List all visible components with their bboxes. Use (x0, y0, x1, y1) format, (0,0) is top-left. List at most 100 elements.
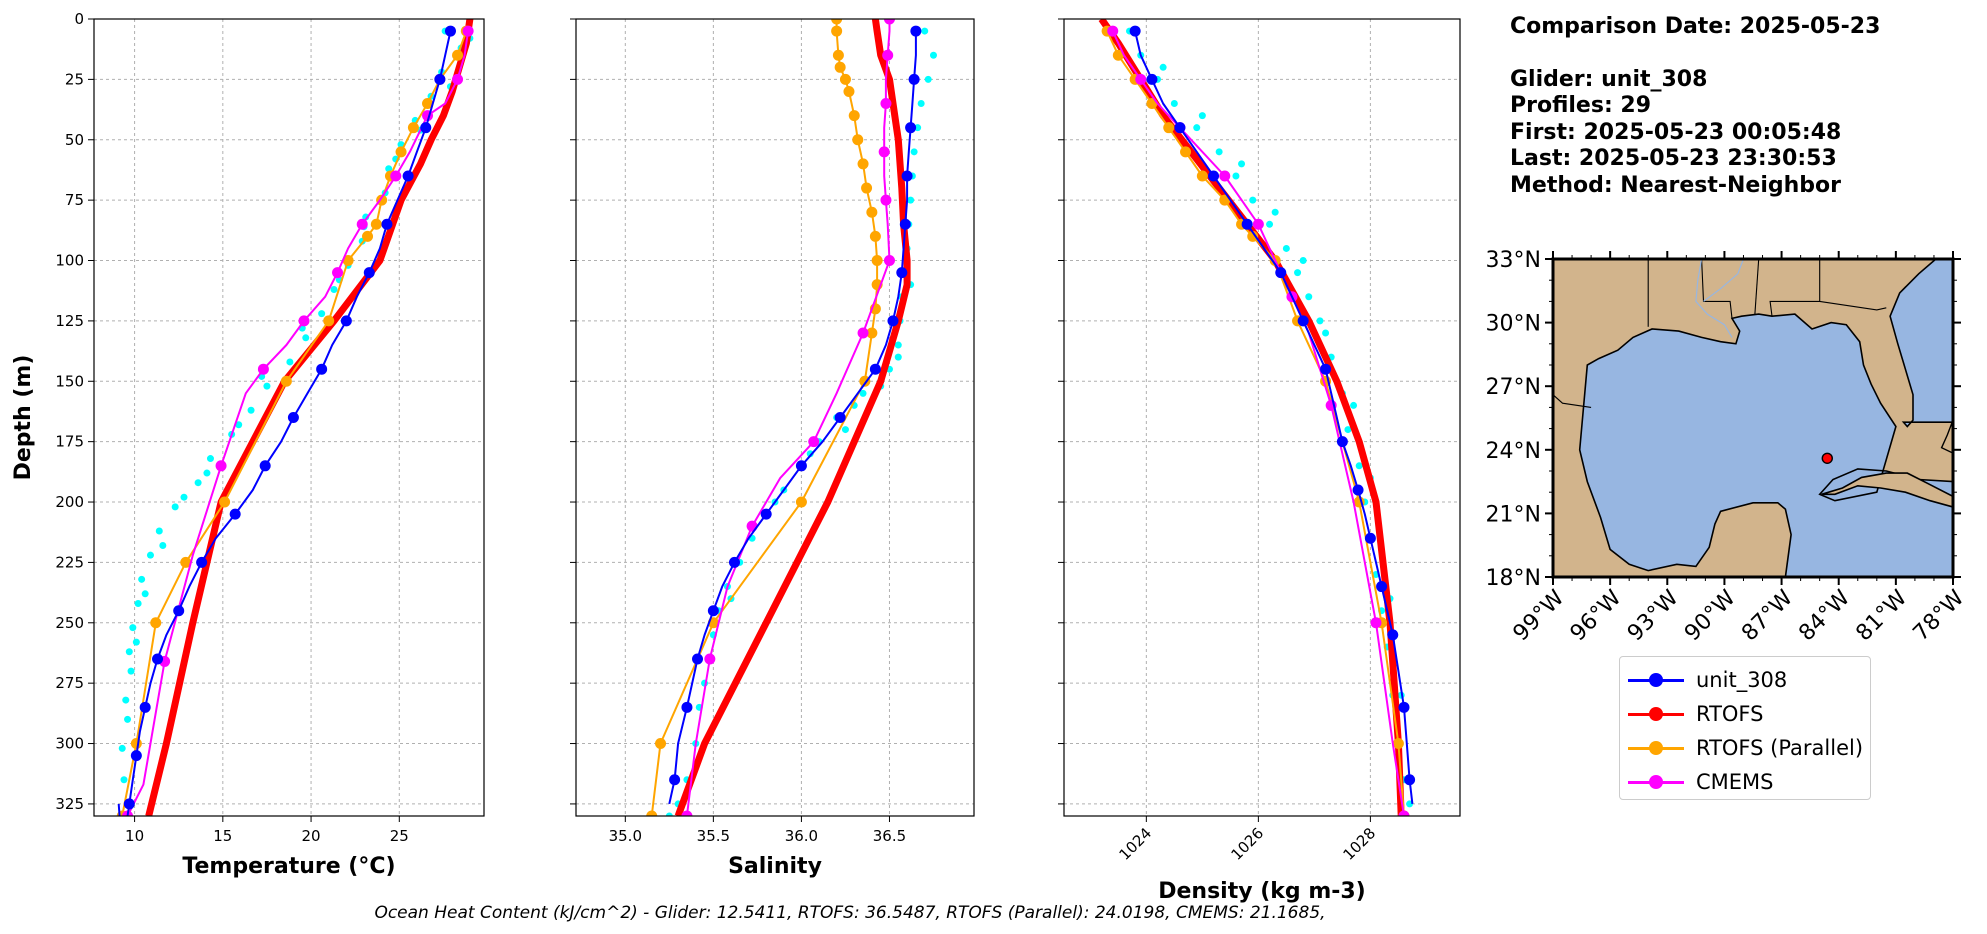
x-tick-label: 1024 (1115, 824, 1155, 864)
glider-name: Glider: unit_308 (1510, 66, 1708, 92)
lon-tick-label: 84°W (1794, 585, 1855, 646)
series-marker (808, 436, 820, 448)
series-marker (861, 182, 873, 194)
scatter-point (1159, 63, 1167, 71)
scatter-point (302, 334, 310, 342)
scatter-point (1193, 124, 1201, 132)
scatter-point (1322, 329, 1330, 337)
legend-item-rtofs: RTOFS (1628, 697, 1870, 731)
series-marker (899, 218, 911, 230)
series-marker (831, 19, 843, 25)
series-marker (905, 122, 917, 134)
lat-tick-label: 27°N (1486, 375, 1541, 400)
x-tick-label: 20 (302, 827, 321, 845)
series-marker (1376, 581, 1388, 593)
series-marker (646, 810, 658, 816)
scatter-point (141, 590, 149, 598)
ohc-footer: Ocean Heat Content (kJ/cm^2) - Glider: 1… (374, 903, 1326, 923)
series-marker (150, 617, 162, 629)
scatter-point (330, 285, 338, 293)
plot-area (646, 19, 937, 816)
series-line-unit-308 (1134, 30, 1414, 805)
y-tick-label: 325 (55, 795, 84, 813)
lat-tick-label: 33°N (1486, 248, 1541, 273)
series-marker (1247, 230, 1259, 242)
scatter-point (118, 744, 126, 752)
series-marker (880, 194, 892, 206)
series-marker (323, 315, 335, 327)
legend: unit_308 RTOFS RTOFS (Parallel) CMEMS (1619, 656, 1871, 800)
y-tick-label: 50 (65, 131, 84, 149)
atlantic-ocean (1889, 259, 1953, 428)
series-marker (298, 315, 310, 327)
series-marker (908, 73, 920, 85)
series-marker (1398, 810, 1410, 816)
bahamas-coast (1940, 419, 1953, 454)
series-marker (422, 98, 434, 110)
scatter-point (806, 450, 814, 458)
river-line (1695, 259, 1733, 338)
series-marker (316, 363, 328, 375)
series-marker (130, 738, 142, 750)
scatter-point (1350, 401, 1358, 409)
series-marker (871, 255, 883, 267)
series-marker (332, 267, 344, 279)
lon-tick-label: 93°W (1623, 585, 1684, 646)
comparison-date: Comparison Date: 2025-05-23 (1510, 14, 1881, 39)
legend-swatch-unit-308 (1628, 670, 1684, 690)
scatter-point (1170, 100, 1178, 108)
scatter-point (138, 575, 146, 583)
series-marker (1241, 218, 1253, 230)
scatter-point (122, 696, 130, 704)
series-marker (257, 363, 269, 375)
state-border (1701, 259, 1733, 319)
scatter-point (929, 51, 937, 59)
series-marker (381, 218, 393, 230)
y-tick-label: 275 (55, 674, 84, 692)
lon-tick-label: 90°W (1680, 585, 1741, 646)
series-marker (173, 605, 185, 617)
scatter-point (155, 527, 163, 535)
series-marker (795, 496, 807, 508)
series-marker (363, 267, 375, 279)
scatter-point (318, 310, 326, 318)
profile-count: Profiles: 29 (1510, 93, 1652, 118)
scatter-point (907, 196, 915, 204)
temperature-panel: 0 25 50 75 100 125 150 175 200 225 250 275 300 325 10 1… (11, 10, 485, 879)
x-tick-label: 1026 (1227, 824, 1267, 864)
x-axis-label: Density (kg m-3) (1158, 879, 1366, 904)
series-marker (280, 375, 292, 387)
series-marker (852, 134, 864, 146)
series-marker (1112, 49, 1124, 61)
axes-frame (575, 18, 975, 817)
series-marker (869, 363, 881, 375)
scatter-point (146, 551, 154, 559)
series-marker (760, 508, 772, 520)
scatter-point (1305, 293, 1313, 301)
scatter-point (132, 638, 140, 646)
series-marker (1107, 25, 1119, 37)
series-marker (1180, 146, 1192, 158)
series-marker (452, 49, 464, 61)
salinity-panel: 35.0 35.5 36.0 36.5 Salinity (570, 18, 975, 879)
series-marker (259, 460, 271, 472)
y-tick-label: 100 (55, 252, 84, 270)
scatter-point (1198, 112, 1206, 120)
scatter-point (665, 812, 673, 816)
series-marker (878, 146, 890, 158)
series-marker (882, 49, 894, 61)
scatter-point (203, 469, 211, 477)
series-marker (229, 508, 241, 520)
series-marker (402, 170, 414, 182)
legend-label: RTOFS (Parallel) (1696, 736, 1864, 760)
legend-item-cmems: CMEMS (1628, 765, 1870, 799)
state-border (1819, 300, 1887, 311)
series-marker (287, 412, 299, 423)
y-tick-label: 175 (55, 433, 84, 451)
series-marker (219, 496, 231, 508)
lat-tick-label: 24°N (1486, 439, 1541, 464)
state-border (1553, 394, 1592, 408)
series-marker (1387, 629, 1399, 641)
series-marker (692, 653, 704, 665)
